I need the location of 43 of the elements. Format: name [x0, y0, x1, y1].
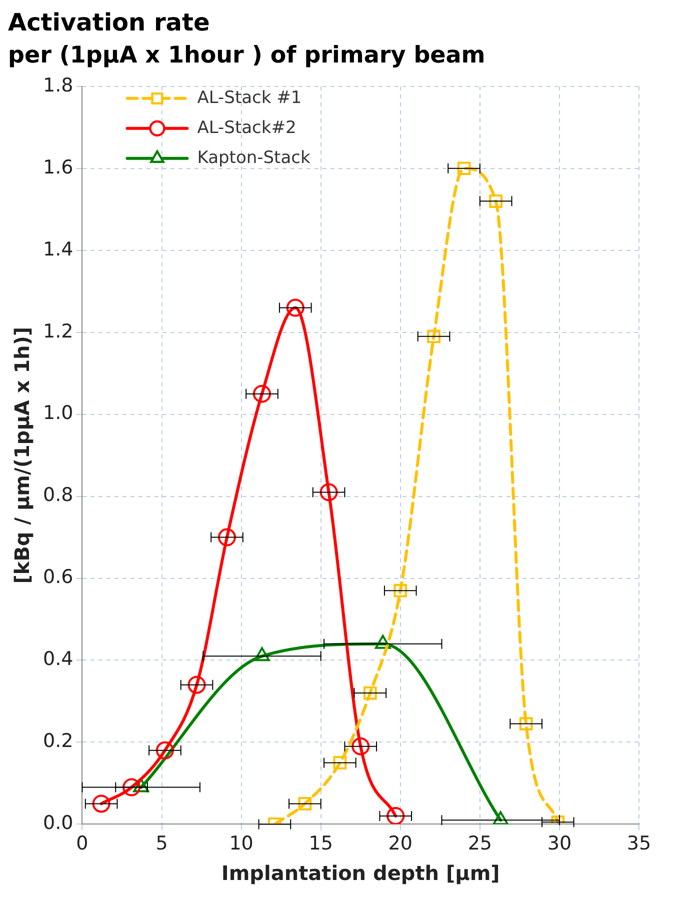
- y-tick-label: 0.0: [43, 812, 74, 834]
- point: [352, 737, 370, 756]
- x-tick-label: 30: [547, 832, 572, 855]
- legend-label: AL-Stack #1: [197, 88, 302, 108]
- x-tick-label: 20: [388, 832, 412, 855]
- point: [363, 686, 377, 700]
- x-tick-label: 5: [156, 832, 168, 855]
- point: [519, 717, 533, 730]
- x-tick-label: 25: [468, 832, 492, 855]
- point: [457, 162, 471, 176]
- y-tick-label: 1.8: [43, 74, 74, 96]
- y-tick-label: 1.0: [43, 402, 74, 424]
- chart-title: Activation rate: [8, 8, 210, 37]
- y-tick-label: 1.2: [43, 320, 74, 342]
- chart-subtitle: per (1pμA x 1hour ) of primary beam: [8, 42, 486, 69]
- point: [427, 330, 440, 344]
- point: [386, 807, 405, 824]
- x-tick-label: 15: [308, 832, 333, 855]
- point: [188, 676, 206, 694]
- point: [286, 298, 304, 317]
- point: [489, 194, 502, 208]
- x-tick-label: 10: [229, 832, 254, 855]
- point: [122, 778, 141, 796]
- point: [156, 741, 174, 760]
- y-tick-label: 0.2: [43, 730, 74, 752]
- x-tick-label: 35: [626, 832, 652, 855]
- point: [298, 797, 312, 810]
- legend-label: AL-Stack#2: [197, 118, 296, 138]
- y-tick-label: 0.8: [43, 484, 74, 506]
- y-tick-label: 1.4: [43, 238, 74, 260]
- x-tick-label: 0: [76, 832, 88, 855]
- legend-label: Kapton-Stack: [197, 148, 310, 168]
- point: [333, 756, 347, 770]
- point: [218, 528, 236, 546]
- x-axis-title: Implantation depth [μm]: [221, 861, 500, 886]
- y-tick-label: 0.6: [43, 566, 74, 588]
- point: [92, 794, 110, 813]
- point: [320, 483, 338, 502]
- y-tick-label: 0.4: [43, 648, 74, 670]
- point: [394, 584, 408, 598]
- y-axis-title: [kBq / μm/(1pμA x 1h)]: [10, 326, 34, 584]
- point: [252, 384, 271, 403]
- y-tick-label: 1.6: [43, 156, 74, 178]
